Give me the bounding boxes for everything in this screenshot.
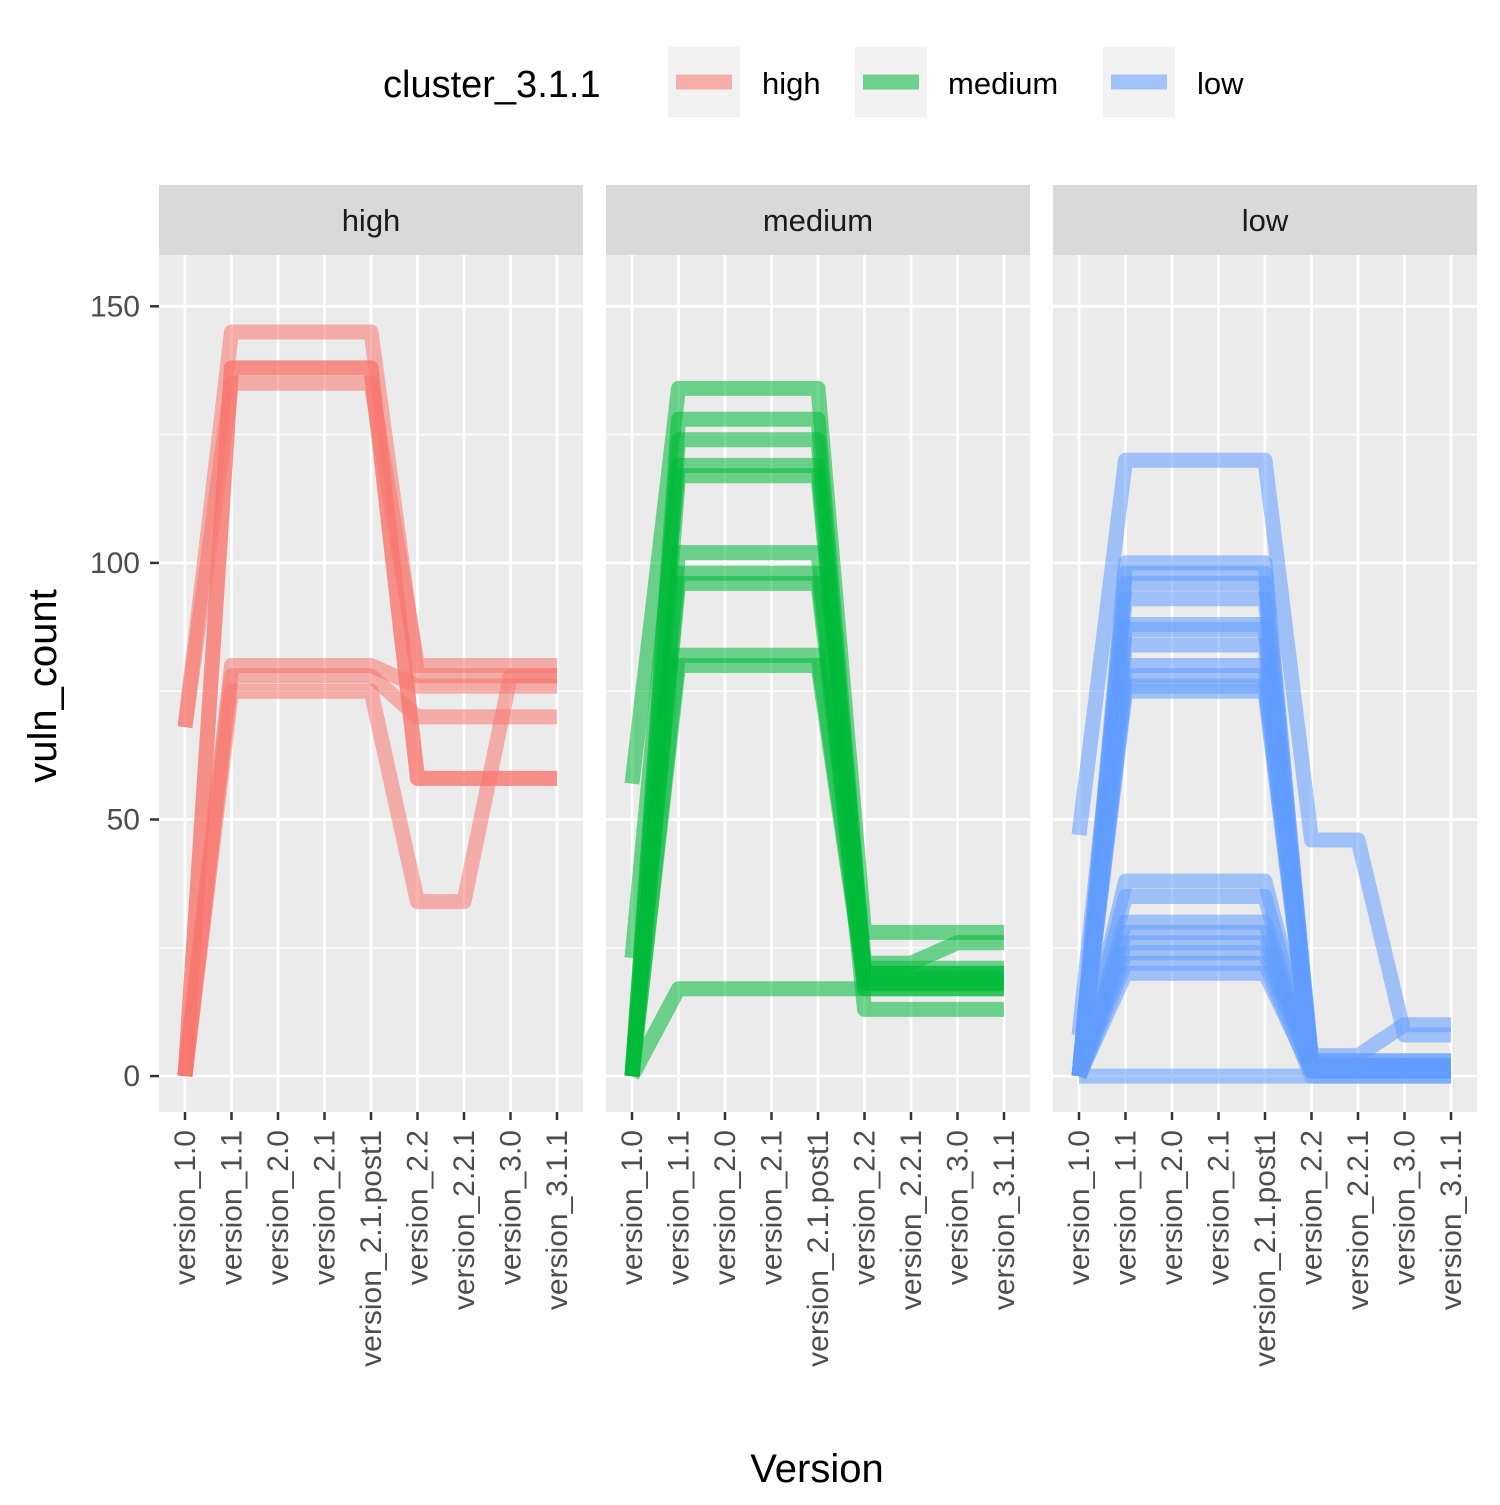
x-tick-label: version_3.0 xyxy=(942,1130,975,1285)
series-group xyxy=(624,380,1004,1080)
facet-strip xyxy=(159,185,583,255)
y-tick-label: 150 xyxy=(90,290,140,323)
x-tick-label: version_2.1.post1 xyxy=(355,1130,388,1367)
y-axis: 0 50 100 150 xyxy=(90,290,159,1093)
series-line xyxy=(177,658,557,1077)
y-tick-label: 0 xyxy=(123,1060,140,1093)
facet-strip-label: high xyxy=(342,203,401,238)
x-tick-label: version_1.0 xyxy=(616,1130,649,1285)
x-tick-label: version_2.1 xyxy=(1203,1130,1236,1285)
y-tick-label: 50 xyxy=(107,803,140,836)
series-line xyxy=(624,545,1004,1077)
series-group xyxy=(177,324,557,1077)
x-tick-label: version_2.1 xyxy=(309,1130,342,1285)
series-group xyxy=(1071,452,1451,1084)
legend-label: medium xyxy=(948,66,1058,101)
panels: high version_1.0 version_1.1 version_2.0 ver… xyxy=(159,185,1477,1367)
x-tick-label: version_3.1.1 xyxy=(988,1130,1021,1310)
x-tick-label: version_1.1 xyxy=(216,1130,249,1285)
x-tick-label: version_2.2.1 xyxy=(448,1130,481,1310)
x-tick-label: version_2.2 xyxy=(849,1130,882,1285)
x-tick-label: version_1.1 xyxy=(1110,1130,1143,1285)
y-tick-label: 100 xyxy=(90,547,140,580)
y-axis-title: vuln_count xyxy=(21,589,65,782)
series-line xyxy=(624,565,1004,1077)
facet-strip xyxy=(1053,185,1477,255)
legend-title: cluster_3.1.1 xyxy=(383,64,601,106)
panel-low: low version_1.0 version_1.1 version_2.0 vers… xyxy=(1053,185,1477,1367)
x-tick-label: version_2.0 xyxy=(262,1130,295,1285)
legend: cluster_3.1.1 high medium low xyxy=(383,47,1244,117)
facet-strip-label: medium xyxy=(763,203,873,238)
series-line xyxy=(177,668,557,1077)
x-tick-label: version_3.1.1 xyxy=(1435,1130,1468,1310)
x-tick-label: version_1.0 xyxy=(1063,1130,1096,1285)
x-tick-label: version_2.2.1 xyxy=(895,1130,928,1310)
legend-entry-high: high xyxy=(668,47,821,117)
legend-label: low xyxy=(1197,66,1244,101)
x-tick-label: version_3.0 xyxy=(1389,1130,1422,1285)
x-tick-label: version_2.1 xyxy=(756,1130,789,1285)
x-tick-label: version_2.2 xyxy=(402,1130,435,1285)
x-axis-title: Version xyxy=(750,1447,883,1491)
series-line xyxy=(624,380,1004,940)
x-tick-label: version_2.1.post1 xyxy=(1249,1130,1282,1367)
legend-entry-low: low xyxy=(1103,47,1244,117)
legend-label: high xyxy=(762,66,821,101)
series-line xyxy=(177,324,557,728)
x-tick-label: version_2.1.post1 xyxy=(802,1130,835,1367)
panel-high: high version_1.0 version_1.1 version_2.0 ver… xyxy=(159,185,583,1367)
x-tick-label: version_2.2 xyxy=(1296,1130,1329,1285)
series-line xyxy=(1071,452,1451,1043)
panel-medium: medium version_1.0 version_1.1 version_2.0 v… xyxy=(606,185,1030,1367)
x-tick-label: version_1.0 xyxy=(169,1130,202,1285)
x-tick-label: version_3.0 xyxy=(495,1130,528,1285)
x-tick-label: version_3.1.1 xyxy=(541,1130,574,1310)
x-tick-label: version_2.0 xyxy=(709,1130,742,1285)
series-line xyxy=(625,981,1004,1080)
x-tick-label: version_2.0 xyxy=(1156,1130,1189,1285)
x-tick-label: version_2.2.1 xyxy=(1342,1130,1375,1310)
legend-entry-medium: medium xyxy=(855,47,1058,117)
facet-strip-label: low xyxy=(1242,203,1289,238)
facet-strip xyxy=(606,185,1030,255)
x-tick-label: version_1.1 xyxy=(663,1130,696,1285)
